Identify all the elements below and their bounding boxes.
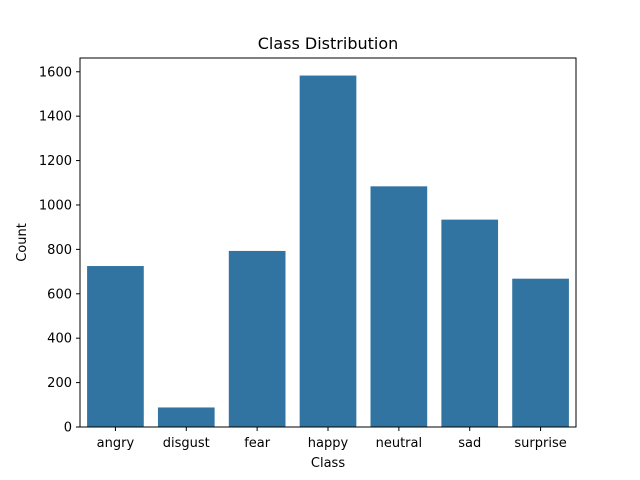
bar-happy [299,75,357,428]
x-tick-label: disgust [163,436,210,451]
x-axis-ticks: angry disgust fear happy neutral sad surprise [97,427,567,451]
bar-fear [228,250,286,427]
x-tick-label: happy [308,436,349,451]
bar-disgust [157,407,215,427]
bar-sad [441,219,499,427]
x-tick-label: neutral [376,436,423,451]
bar-angry [87,266,144,427]
y-tick-label: 400 [47,332,72,347]
y-tick-label: 0 [64,421,72,436]
bar-neutral [370,186,428,427]
y-tick-label: 600 [47,287,72,302]
x-tick-label: angry [97,436,135,451]
bars-group [87,75,569,428]
y-axis-ticks: 0 200 400 600 800 1000 1200 1400 1600 [39,65,80,436]
chart-title: Class Distribution [258,34,399,53]
y-tick-label: 1000 [39,198,72,213]
x-axis-title: Class [311,456,345,471]
plot-frame [79,57,577,428]
y-tick-label: 200 [47,376,72,391]
x-tick-label: surprise [514,436,566,451]
bar-surprise [512,278,569,427]
y-tick-label: 1600 [39,65,72,80]
x-tick-label: fear [244,436,271,451]
y-axis-title: Count [15,223,30,262]
y-tick-label: 800 [47,243,72,258]
y-tick-label: 1200 [39,154,72,169]
y-tick-label: 1400 [39,110,72,125]
x-tick-label: sad [458,436,481,451]
